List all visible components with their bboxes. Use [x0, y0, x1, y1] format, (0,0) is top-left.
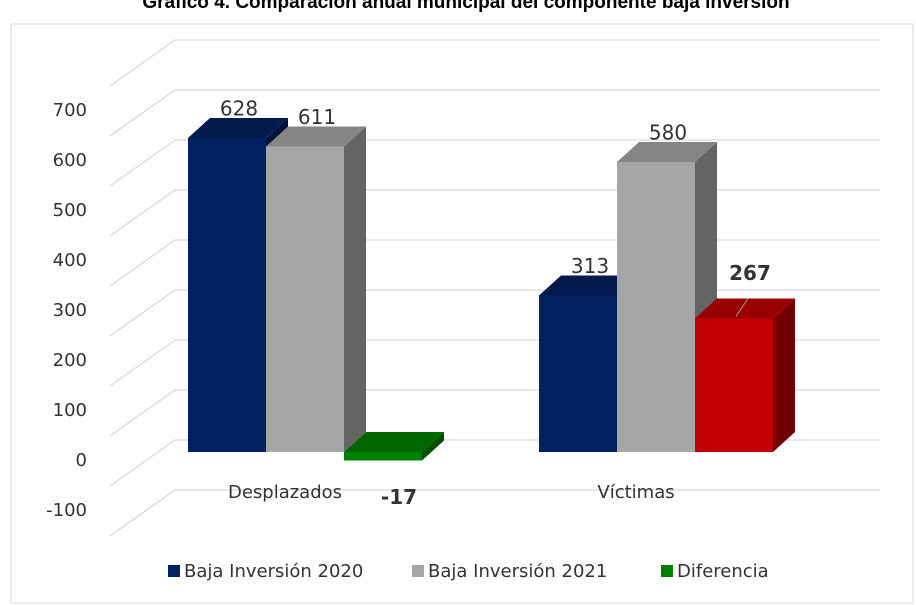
legend-label: Diferencia — [677, 561, 769, 582]
x-tick-label: Desplazados — [228, 482, 342, 503]
bar-top — [344, 432, 444, 452]
y-tick-label: 200 — [53, 350, 87, 371]
bar-top — [188, 118, 288, 138]
y-tick-label: 400 — [53, 250, 87, 271]
legend-swatch — [661, 565, 673, 577]
y-tick-label: 600 — [53, 150, 87, 171]
bar-side — [422, 432, 444, 461]
value-label: 580 — [649, 121, 687, 145]
bar — [188, 138, 266, 452]
legend-swatch — [168, 565, 180, 577]
legend-swatch — [412, 565, 424, 577]
bar-top — [617, 142, 717, 162]
value-label: -17 — [381, 485, 417, 509]
y-tick-label: -100 — [46, 500, 87, 521]
value-label: 267 — [729, 261, 771, 285]
bar-top — [695, 298, 795, 319]
bar — [695, 318, 773, 452]
grid-line — [109, 89, 880, 137]
legend-label: Baja Inversión 2021 — [428, 561, 607, 582]
y-tick-label: 100 — [53, 400, 87, 421]
grid-line — [109, 39, 880, 87]
bar — [539, 295, 617, 452]
bar-side — [773, 298, 795, 452]
value-label: 313 — [571, 254, 609, 278]
value-label: 611 — [298, 105, 336, 129]
x-tick-label: Víctimas — [597, 482, 674, 503]
grid-line — [109, 139, 880, 187]
chart-title: Gráfico 4. Comparación anual municipal d… — [142, 0, 789, 13]
bar-top — [266, 126, 366, 147]
value-label: 628 — [220, 97, 258, 121]
y-tick-label: 300 — [53, 300, 87, 321]
bar-top — [539, 275, 639, 296]
leader-line — [735, 298, 749, 317]
legend-label: Baja Inversión 2020 — [184, 561, 363, 582]
y-tick-label: 500 — [53, 200, 87, 221]
bar — [617, 162, 695, 452]
grid-line — [109, 489, 880, 537]
bar-side — [344, 126, 366, 452]
bar — [266, 146, 344, 452]
y-tick-label: 700 — [53, 100, 87, 121]
bar — [344, 452, 422, 461]
y-tick-label: 0 — [76, 450, 87, 471]
